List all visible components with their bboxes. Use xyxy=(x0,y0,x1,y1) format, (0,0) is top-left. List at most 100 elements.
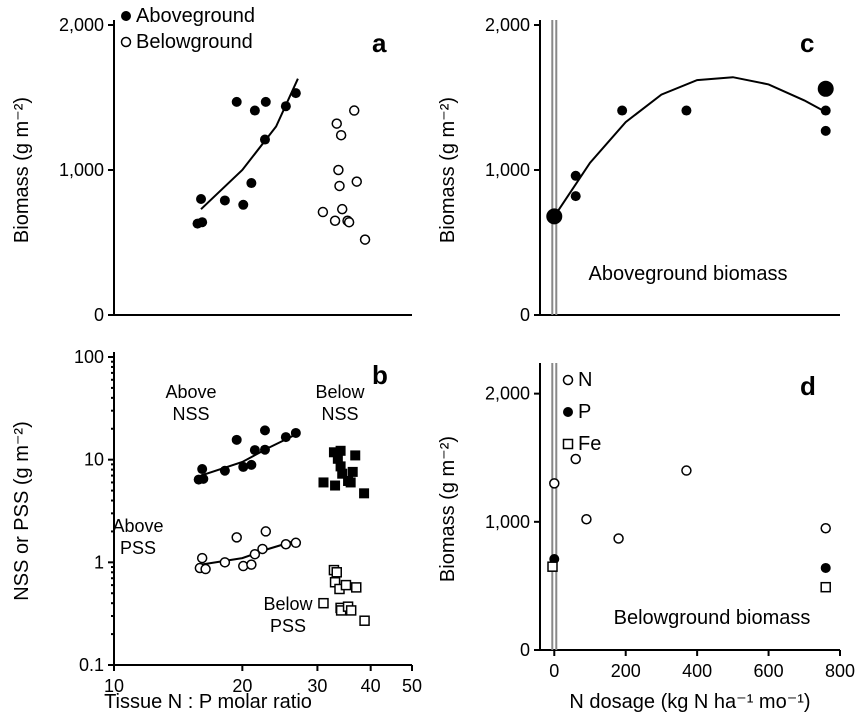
panel-letter: c xyxy=(800,28,814,58)
data-point xyxy=(318,597,329,609)
x-tick-label: 20 xyxy=(232,676,252,696)
data-point xyxy=(345,605,357,616)
data-point xyxy=(260,526,272,537)
data-point xyxy=(196,194,207,204)
series-below-nss xyxy=(318,445,370,499)
data-point xyxy=(820,562,831,573)
data-point xyxy=(280,432,291,443)
data-point xyxy=(259,444,270,455)
data-point xyxy=(335,129,347,141)
data-point xyxy=(333,164,344,176)
series-fe xyxy=(547,561,831,593)
data-point xyxy=(331,567,342,578)
data-point xyxy=(331,118,342,129)
data-point xyxy=(570,170,581,181)
x-tick-label: 800 xyxy=(825,661,855,681)
series-aboveground xyxy=(549,105,831,222)
series-annotation: Above xyxy=(112,516,163,536)
data-point xyxy=(329,215,341,226)
series-belowground xyxy=(317,105,371,245)
data-point xyxy=(347,466,358,477)
data-point xyxy=(198,473,209,484)
data-point xyxy=(335,445,346,456)
series-annotation: PSS xyxy=(270,616,306,636)
data-point xyxy=(196,552,208,564)
data-point xyxy=(613,533,624,544)
x-tick-label: 50 xyxy=(402,676,422,696)
series-above-nss xyxy=(193,425,301,485)
y-axis-label: Biomass (g m⁻²) xyxy=(437,97,459,243)
data-point xyxy=(290,537,302,549)
series-annotation: NSS xyxy=(172,404,209,424)
data-point xyxy=(359,234,371,245)
data-point xyxy=(570,191,581,202)
panel-c: 0 1,000 2,000 c Biomass (g m⁻²) Aboveground b… xyxy=(437,15,840,325)
panel-letter: a xyxy=(372,28,387,58)
data-point xyxy=(332,453,343,464)
legend-label: Fe xyxy=(578,433,601,455)
data-point xyxy=(820,581,831,593)
y-tick-label: 100 xyxy=(74,347,104,367)
series-p xyxy=(549,553,831,573)
panel-annotation: Belowground biomass xyxy=(614,607,811,629)
y-tick-label: 2,000 xyxy=(485,15,530,35)
y-tick-label: 2,000 xyxy=(485,384,530,404)
data-point xyxy=(581,514,592,525)
data-point xyxy=(681,105,692,116)
data-point xyxy=(197,217,208,228)
data-point xyxy=(249,445,260,456)
x-tick-label: 0 xyxy=(549,661,559,681)
data-point xyxy=(681,465,692,476)
data-point xyxy=(246,178,257,189)
x-tick-label: 200 xyxy=(611,661,641,681)
data-point xyxy=(820,522,831,534)
data-point xyxy=(318,477,329,488)
series-annotation: Below xyxy=(315,382,365,402)
y-tick-label: 1,000 xyxy=(485,512,530,532)
panel-d: 0 1,000 2,000 0 200 400 600 800 d Biomass (g m⁻²)… xyxy=(437,363,855,713)
data-point xyxy=(290,427,301,438)
series-annotation: Above xyxy=(165,382,216,402)
legend-label: Belowground xyxy=(136,31,253,53)
y-tick-label: 0 xyxy=(94,305,104,325)
data-point xyxy=(335,461,346,472)
x-axis-label: N dosage (kg N ha⁻¹ mo⁻¹) xyxy=(569,691,810,713)
data-point xyxy=(334,180,345,192)
data-point xyxy=(290,88,301,99)
x-tick-label: 10 xyxy=(104,676,124,696)
series-aboveground xyxy=(192,88,301,229)
data-point xyxy=(246,559,257,570)
y-axis-label: NSS or PSS (g m⁻²) xyxy=(11,421,33,600)
data-point xyxy=(249,548,261,560)
data-point xyxy=(257,543,268,555)
data-point xyxy=(260,96,271,107)
x-tick-label: 400 xyxy=(682,661,712,681)
x-tick-label: 600 xyxy=(754,661,784,681)
y-tick-label: 1,000 xyxy=(485,160,530,180)
data-point xyxy=(345,477,356,488)
data-point xyxy=(259,425,270,436)
y-tick-label: 10 xyxy=(84,450,104,470)
data-point xyxy=(350,450,361,461)
series-n xyxy=(549,453,831,544)
data-point xyxy=(570,453,581,465)
data-point xyxy=(817,80,834,97)
data-point xyxy=(219,465,230,476)
data-point xyxy=(330,480,341,491)
data-point xyxy=(231,532,242,543)
legend-label: N xyxy=(578,369,592,391)
panel-annotation: Aboveground biomass xyxy=(588,263,787,285)
data-point xyxy=(231,434,242,445)
data-point xyxy=(200,563,211,575)
data-point xyxy=(351,176,362,187)
data-point xyxy=(546,208,563,225)
data-point xyxy=(197,464,208,475)
data-point xyxy=(231,96,242,107)
data-point xyxy=(820,105,831,116)
y-tick-label: 1 xyxy=(94,552,104,572)
y-tick-label: 2,000 xyxy=(59,15,104,35)
data-point xyxy=(820,125,831,136)
x-axis-label: Tissue N : P molar ratio xyxy=(104,691,312,713)
data-point xyxy=(219,557,231,568)
